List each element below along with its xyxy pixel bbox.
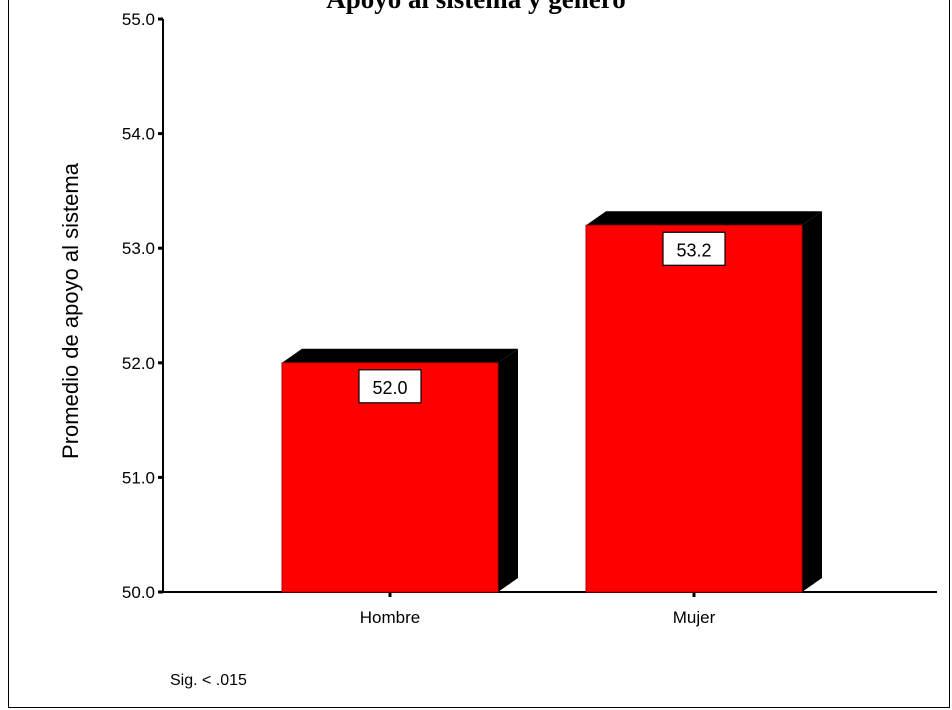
x-tick-label: Mujer: [673, 608, 716, 627]
y-tick-label: 51.0: [122, 468, 155, 487]
bar-top: [282, 348, 518, 363]
x-axis: Hombre Mujer: [163, 591, 937, 627]
significance-note: Sig. < .015: [170, 672, 247, 689]
y-axis: 50.0 51.0 52.0 53.0 54.0 55.0: [122, 10, 164, 602]
bar-group: 53.2: [585, 211, 822, 593]
data-label-box: [358, 369, 422, 404]
data-label: 53.2: [676, 240, 711, 260]
x-tick-label: Hombre: [360, 608, 420, 627]
data-label: 52.0: [372, 378, 407, 398]
y-tick-label: 54.0: [122, 125, 155, 144]
data-label-box: [662, 231, 726, 266]
chart-title: Apoyo al sistema y género: [0, 0, 952, 15]
y-axis-label: Promedio de apoyo al sistema: [58, 162, 83, 459]
y-tick-label: 53.0: [122, 239, 155, 258]
bar: [585, 224, 803, 593]
bar-top: [586, 211, 822, 226]
bars: 52.0 53.2: [281, 211, 822, 593]
bar-side: [498, 348, 518, 592]
y-tick-label: 55.0: [122, 10, 155, 29]
y-tick-label: 52.0: [122, 354, 155, 373]
y-tick-label: 50.0: [122, 583, 155, 602]
bar-group: 52.0: [281, 348, 518, 593]
bar-side: [802, 211, 822, 592]
